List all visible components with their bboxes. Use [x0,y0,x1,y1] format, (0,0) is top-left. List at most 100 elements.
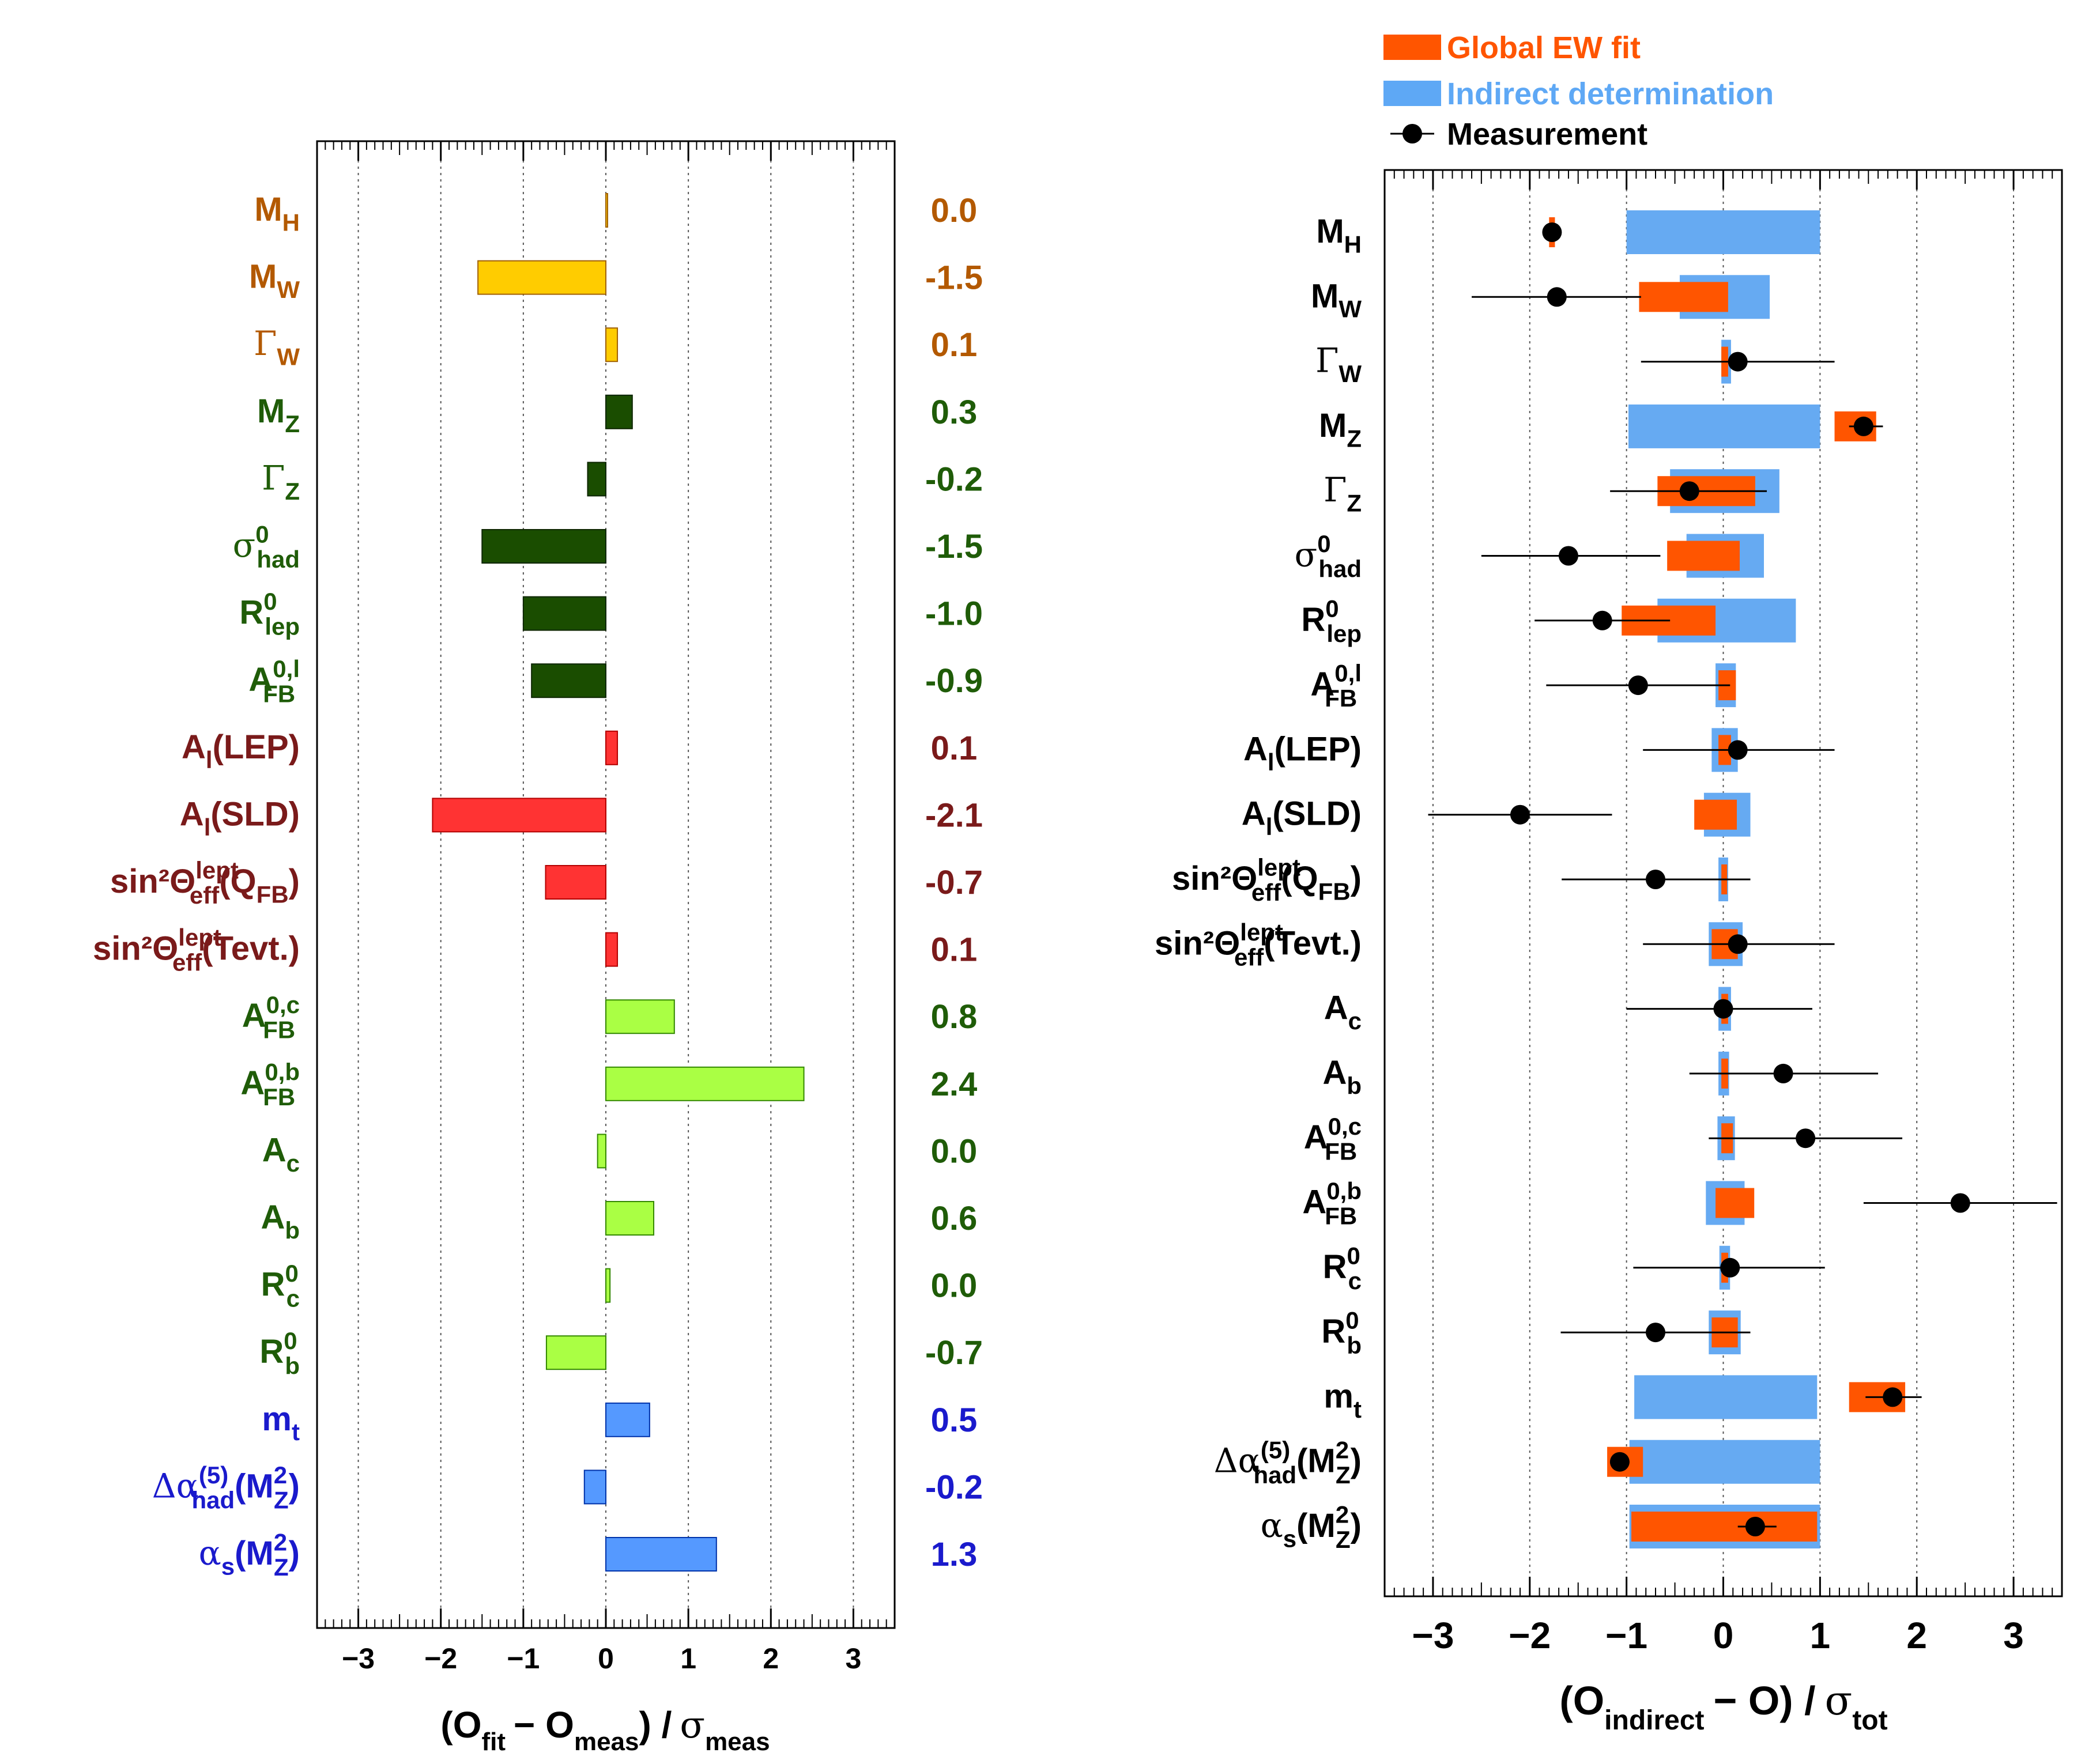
pull-value: -0.2 [925,460,983,498]
row-label: Ab [261,1199,300,1244]
pull-bar [583,1470,606,1505]
global-fit-band [1694,799,1737,830]
pull-bar [597,1134,606,1169]
pull-bar [605,1402,650,1437]
row-label: σ0 had [233,521,300,573]
measurement-point [1728,352,1748,372]
pull-value: 0.0 [931,1267,978,1305]
row-label: Al(SLD) [1242,795,1362,840]
pull-value: 0.8 [931,998,978,1036]
row-label: Δα(5) had(M2 Z) [1214,1436,1362,1489]
measurement-point [1679,481,1699,501]
pull-value: 0.1 [931,730,978,767]
pull-bar [545,1335,606,1370]
measurement-point [1510,804,1530,825]
row-label: ΓZ [1324,470,1362,516]
x-tick-label: 1 [1810,1615,1831,1656]
row-label: sin²Θlept eff(Tevt.) [1155,919,1362,971]
pull-value: -2.1 [925,796,983,834]
row-label: A0,c FB [242,991,300,1044]
measurement-point [1745,1517,1765,1536]
row-label: σ0 had [1295,530,1362,583]
x-tick-label: 1 [680,1642,696,1675]
x-tick-label: −2 [424,1642,457,1675]
x-tick-label: −3 [1412,1615,1454,1656]
row-label: mt [1324,1377,1362,1422]
x-tick-label: 2 [1906,1615,1927,1656]
row-label: Al(SLD) [180,795,300,840]
row-label: ΓW [254,324,300,370]
row-label: MH [254,191,300,236]
pull-bar [605,1537,717,1572]
pull-value: 0.0 [931,192,978,229]
row-label: R0 b [259,1327,300,1380]
indirect-band [1629,1440,1820,1484]
x-tick-label: −1 [507,1642,540,1675]
pull-value: -0.9 [925,662,983,700]
row-label: Ac [262,1131,300,1176]
row-label: mt [262,1400,300,1445]
row-label: R0 lep [239,588,300,640]
measurement-point [1773,1063,1793,1083]
row-label: Ac [1324,989,1362,1034]
global-fit-band [1715,1188,1755,1218]
row-label: αs(M2 Z) [1261,1501,1362,1554]
pull-bar [545,865,607,900]
row-label: MW [1311,277,1362,322]
pull-bar [605,394,633,429]
measurement-point [1853,416,1873,436]
measurement-point [1628,675,1648,696]
row-label: R0 c [1323,1242,1362,1294]
row-label: A0,b FB [1302,1177,1362,1230]
row-label: ΓW [1315,341,1362,387]
legend-label: Indirect determination [1447,77,1774,111]
pull-value: -1.5 [925,528,983,565]
pull-bar [605,1268,611,1303]
measurement-point [1609,1452,1630,1472]
pull-bar [605,932,619,967]
row-label: αs(M2 Z) [199,1529,300,1581]
pull-bar [531,663,607,698]
row-label: Ab [1322,1054,1362,1099]
indirect-band [1626,210,1820,254]
global-fit-band [1631,1512,1818,1542]
measurement-point [1728,934,1748,954]
row-label: A0,l FB [248,655,300,708]
measurement-point [1558,546,1578,566]
pull-bar [605,327,619,362]
pull-bar [522,596,606,631]
pull-bar [605,193,608,228]
pull-bar [605,999,675,1034]
pull-value: -0.7 [925,864,983,901]
x-axis-title: (Oindirect − O) / σtot [1559,1677,1887,1736]
pull-value: 0.6 [931,1200,978,1237]
measurement-point [1728,740,1748,760]
pull-bar [432,798,607,833]
x-tick-label: −1 [1605,1615,1647,1656]
global-fit-band [1639,282,1728,312]
pull-bar [605,1201,655,1236]
left-pull-chart: −3 −2 −1 0 1 2 3 MH 0.0 MW -1.5 ΓW 0.1 MZ 0.3 ΓZ -0.2 σ0 h… [93,140,983,1756]
row-label: R0 b [1321,1307,1362,1359]
row-label: sin²Θlept eff(QFB) [1172,854,1362,906]
row-label: A0,c FB [1304,1113,1362,1165]
measurement-point [1646,1323,1665,1343]
row-label: Δα(5) had(M2 Z) [152,1461,300,1514]
pull-value: 0.5 [931,1402,978,1439]
pull-bar [605,1066,805,1101]
pull-value: -1.0 [925,595,983,633]
pull-value: 0.1 [931,931,978,969]
pull-bar [605,730,619,765]
pull-value: 1.3 [931,1536,978,1573]
row-label: MH [1316,213,1362,258]
measurement-point [1646,870,1665,889]
measurement-point [1950,1193,1970,1213]
row-label: R0 c [261,1260,300,1312]
x-axis-title: (Ofit − Omeas) / σmeas [440,1704,770,1756]
legend-label: Measurement [1447,117,1647,152]
row-label: ΓZ [262,458,300,504]
x-tick-label: −2 [1509,1615,1551,1656]
pull-bar [587,462,606,497]
measurement-point [1547,287,1567,307]
